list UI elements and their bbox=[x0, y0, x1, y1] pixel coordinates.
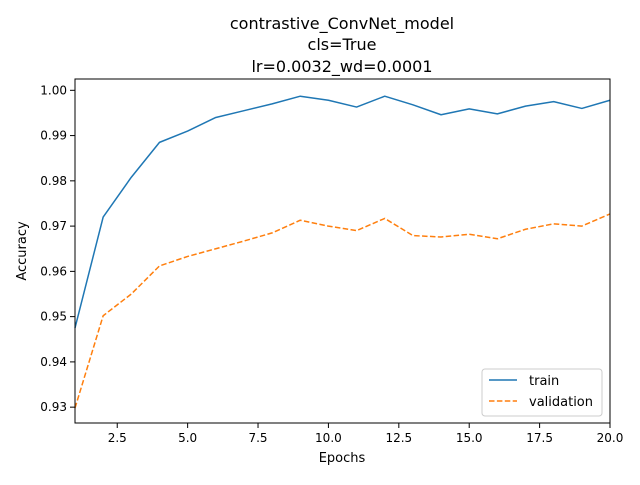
y-tick-label: 0.99 bbox=[40, 129, 67, 143]
series-lines bbox=[74, 95, 611, 409]
x-axis-label: Epochs bbox=[319, 451, 366, 466]
chart-title-line-2: cls=True bbox=[308, 35, 377, 54]
legend-label-train: train bbox=[529, 374, 559, 389]
y-tick-label: 1.00 bbox=[40, 83, 67, 97]
y-tick-label: 0.97 bbox=[40, 219, 67, 233]
x-tick-label: 2.5 bbox=[108, 431, 127, 445]
series-line-validation bbox=[74, 213, 611, 409]
y-axis-label: Accuracy bbox=[15, 221, 30, 281]
y-tick-label: 0.95 bbox=[40, 310, 67, 324]
legend: train validation bbox=[481, 368, 603, 417]
chart-title-line-3: lr=0.0032_wd=0.0001 bbox=[251, 57, 432, 77]
plot-frame bbox=[74, 78, 611, 424]
x-tick-label: 7.5 bbox=[248, 431, 267, 445]
x-tick-label: 15.0 bbox=[456, 431, 483, 445]
legend-label-validation: validation bbox=[529, 395, 593, 410]
x-tick-label: 12.5 bbox=[385, 431, 412, 445]
y-tick-label: 0.94 bbox=[40, 355, 67, 369]
y-tick-label: 0.98 bbox=[40, 174, 67, 188]
chart-title-line-1: contrastive_ConvNet_model bbox=[230, 14, 454, 34]
axis-ticks: 2.5 5.0 7.5 10.0 12.5 15.0 17.5 20.0 0.93 0.94 0.9… bbox=[40, 83, 623, 445]
x-tick-label: 5.0 bbox=[178, 431, 197, 445]
y-tick-label: 0.96 bbox=[40, 264, 67, 278]
series-line-train bbox=[74, 95, 611, 329]
x-tick-label: 20.0 bbox=[597, 431, 624, 445]
x-tick-label: 17.5 bbox=[526, 431, 553, 445]
x-tick-label: 10.0 bbox=[315, 431, 342, 445]
y-tick-label: 0.93 bbox=[40, 400, 67, 414]
